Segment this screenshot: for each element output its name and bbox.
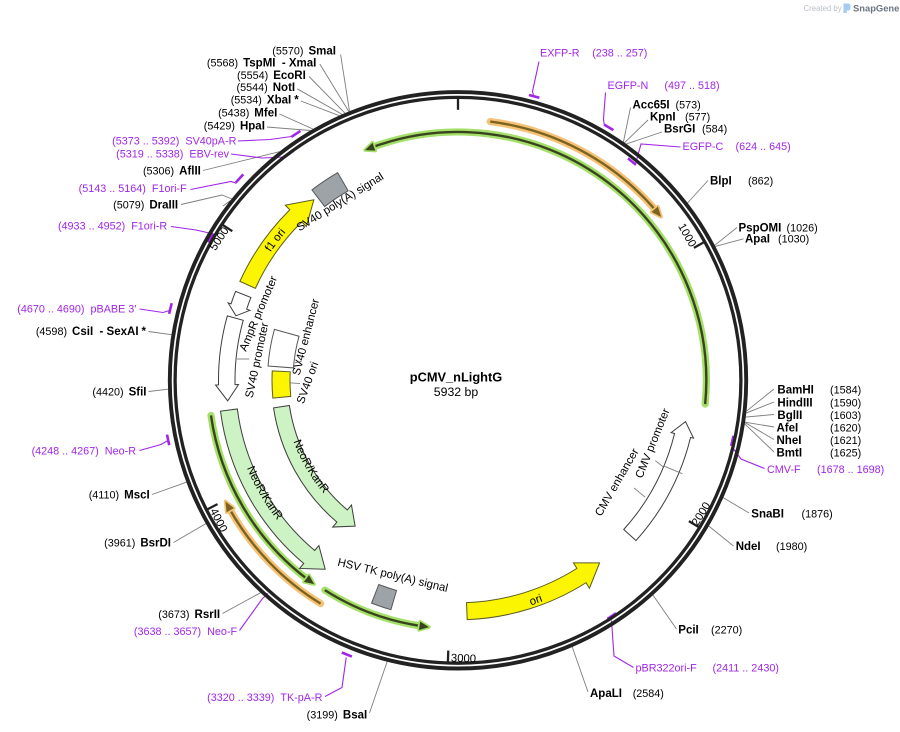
svg-text:ori: ori: [528, 593, 544, 609]
svg-text:BlpI: BlpI: [710, 176, 732, 188]
svg-text:ApaI: ApaI: [745, 234, 770, 246]
svg-text:Acc65I: Acc65I: [633, 100, 670, 112]
svg-text:(4670 .. 4690)pBABE 3': (4670 .. 4690) pBABE 3': [17, 304, 136, 316]
svg-text:PciI: PciI: [678, 625, 698, 637]
svg-text:(1620): (1620): [830, 423, 861, 435]
svg-text:(5554)EcoRI: (5554) EcoRI: [237, 70, 306, 82]
svg-text:BmtI: BmtI: [777, 448, 803, 460]
svg-text:(1590): (1590): [830, 398, 861, 410]
svg-text:(4598)CsiI - SexAI*: (4598) CsiI - SexAI *: [36, 326, 147, 338]
svg-text:Created by: Created by: [804, 4, 842, 13]
svg-text:(1026): (1026): [787, 223, 818, 235]
svg-text:(2584): (2584): [633, 688, 664, 700]
svg-text:HindIII: HindIII: [777, 398, 812, 410]
svg-text:(624 .. 645): (624 .. 645): [736, 141, 791, 153]
svg-text:(5544)NotI: (5544) NotI: [237, 82, 296, 94]
svg-text:(573): (573): [676, 100, 701, 112]
svg-text:AfeI: AfeI: [777, 423, 799, 435]
svg-text:(3961)BsrDI: (3961) BsrDI: [104, 538, 171, 550]
svg-text:NheI: NheI: [777, 435, 802, 447]
svg-text:NdeI: NdeI: [736, 541, 761, 553]
svg-text:(3638 .. 3657)Neo-F: (3638 .. 3657) Neo-F: [134, 626, 238, 638]
svg-text:(238 .. 257): (238 .. 257): [592, 48, 647, 60]
svg-text:BglII: BglII: [777, 410, 802, 422]
svg-text:SnaBI: SnaBI: [751, 509, 784, 521]
svg-text:(1876): (1876): [802, 509, 833, 521]
svg-text:pBR322ori-F: pBR322ori-F: [636, 663, 698, 675]
svg-text:(1603): (1603): [830, 410, 861, 422]
svg-text:(3673)RsrII: (3673) RsrII: [158, 609, 220, 621]
svg-text:(1625): (1625): [830, 448, 861, 460]
svg-text:(4933 .. 4952)F1ori-R: (4933 .. 4952) F1ori-R: [58, 221, 167, 233]
svg-text:(577): (577): [685, 112, 710, 124]
svg-text:(4248 .. 4267)Neo-R: (4248 .. 4267) Neo-R: [32, 446, 137, 458]
svg-text:(497 .. 518): (497 .. 518): [664, 80, 719, 92]
svg-text:CMV-F: CMV-F: [767, 464, 801, 476]
svg-text:EGFP-C: EGFP-C: [683, 141, 724, 153]
svg-text:(5534)XbaI*: (5534) XbaI *: [231, 94, 300, 106]
svg-text:(4420)SfiI: (4420) SfiI: [92, 387, 146, 399]
svg-text:ApaLI: ApaLI: [590, 688, 622, 700]
svg-text:(862): (862): [748, 176, 773, 188]
svg-text:(5568)TspMI - XmaI: (5568) TspMI - XmaI: [207, 58, 317, 70]
svg-text:(3320 .. 3339)TK-pA-R: (3320 .. 3339) TK-pA-R: [207, 692, 322, 704]
svg-text:BamHI: BamHI: [777, 385, 813, 397]
svg-text:3000: 3000: [451, 653, 477, 666]
svg-text:(1678 .. 1698): (1678 .. 1698): [817, 464, 884, 476]
svg-text:(5306)AflII: (5306) AflII: [143, 166, 201, 178]
svg-text:(2411 .. 2430): (2411 .. 2430): [713, 663, 779, 675]
svg-text:pCMV_nLightG: pCMV_nLightG: [410, 370, 502, 385]
svg-text:(1030): (1030): [778, 234, 809, 246]
svg-text:5932 bp: 5932 bp: [434, 385, 479, 399]
svg-text:EXFP-R: EXFP-R: [540, 48, 580, 60]
svg-text:(2270): (2270): [711, 625, 742, 637]
svg-text:(1621): (1621): [830, 435, 861, 447]
svg-text:(5438)MfeI: (5438) MfeI: [218, 107, 277, 119]
svg-text:(5143 .. 5164)F1ori-F: (5143 .. 5164) F1ori-F: [79, 183, 187, 195]
svg-text:(5079)DraIII: (5079) DraIII: [113, 200, 178, 212]
svg-text:(5570)SmaI: (5570) SmaI: [272, 46, 336, 58]
svg-text:EGFP-N: EGFP-N: [608, 80, 649, 92]
svg-text:(584): (584): [702, 124, 727, 136]
svg-text:(1980): (1980): [776, 541, 807, 553]
svg-text:(5373 .. 5392)SV40pA-R: (5373 .. 5392) SV40pA-R: [112, 136, 236, 148]
svg-text:PspOMI: PspOMI: [739, 223, 782, 235]
svg-text:(3199)BsaI: (3199) BsaI: [307, 710, 368, 722]
svg-text:KpnI: KpnI: [650, 112, 676, 124]
svg-text:(5429)HpaI: (5429) HpaI: [204, 120, 265, 132]
svg-text:(1584): (1584): [830, 385, 861, 397]
svg-text:BsrGI: BsrGI: [664, 124, 695, 136]
svg-text:(4110)MscI: (4110) MscI: [89, 490, 150, 502]
svg-text:(5319 .. 5338)EBV-rev: (5319 .. 5338) EBV-rev: [116, 149, 229, 161]
svg-text:SnapGene: SnapGene: [853, 3, 899, 14]
